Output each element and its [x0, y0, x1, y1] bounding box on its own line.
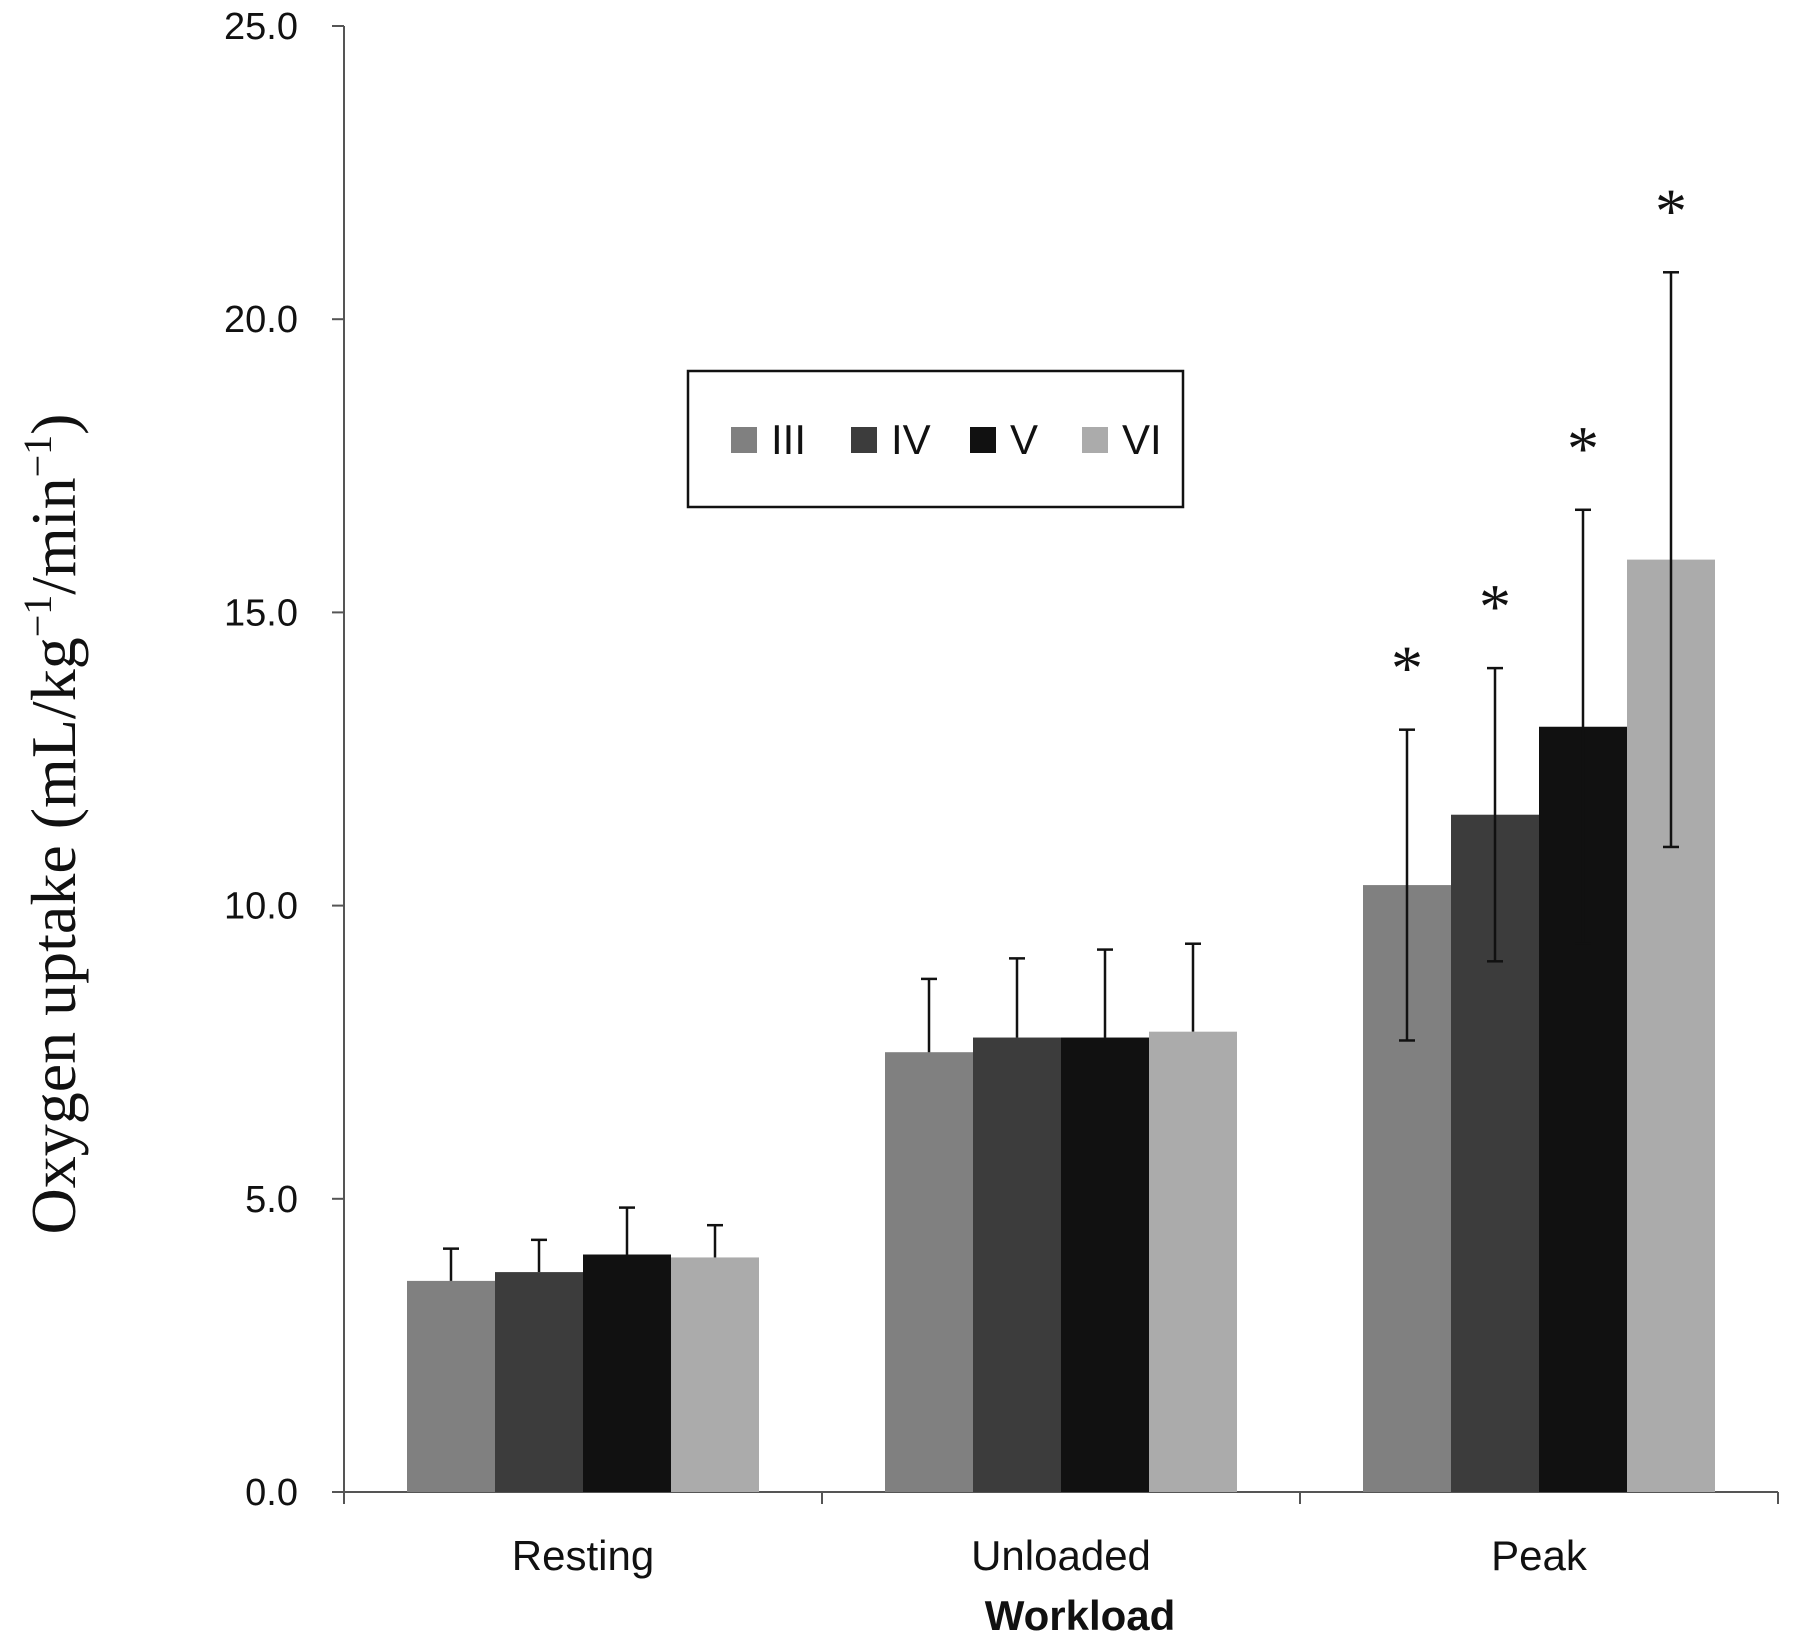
- legend-label: V: [1010, 416, 1038, 463]
- y-tick-label: 0.0: [245, 1472, 298, 1514]
- legend-swatch: [851, 427, 877, 453]
- legend-label: III: [771, 416, 806, 463]
- bar: [1061, 1037, 1149, 1492]
- y-axis-title-main: Oxygen uptake (mL/kg: [18, 637, 89, 1234]
- x-axis: Resting Unloaded Peak: [343, 1491, 1779, 1579]
- x-category-label: Peak: [1491, 1532, 1588, 1579]
- y-axis-title-sup2: −1: [15, 435, 60, 478]
- bar: [495, 1272, 583, 1492]
- x-category-label: Resting: [512, 1532, 654, 1579]
- y-tick-label: 5.0: [245, 1179, 298, 1221]
- bars: [407, 559, 1715, 1492]
- legend: III IV V VI: [686, 369, 1185, 509]
- significance-star: *: [1655, 175, 1687, 246]
- bar: [407, 1280, 495, 1492]
- y-axis-title: Oxygen uptake (mL/kg−1/min−1): [15, 414, 89, 1235]
- significance-star: *: [1479, 571, 1511, 642]
- legend-label: IV: [891, 416, 931, 463]
- y-axis: 0.0 5.0 10.0 15.0 20.0 25.0: [224, 6, 345, 1514]
- legend-label: VI: [1122, 416, 1162, 463]
- legend-swatch: [1082, 427, 1108, 453]
- y-axis-title-mid: /min: [18, 477, 89, 594]
- bar: [671, 1257, 759, 1492]
- significance-markers: * * * *: [1391, 175, 1687, 703]
- y-axis-title-end: ): [18, 414, 89, 435]
- error-bars: [443, 271, 1679, 1281]
- legend-swatch: [731, 427, 757, 453]
- y-tick-label: 15.0: [224, 592, 298, 634]
- y-tick-label: 20.0: [224, 299, 298, 341]
- y-tick-label: 25.0: [224, 6, 298, 48]
- significance-star: *: [1391, 633, 1423, 704]
- bar: [583, 1254, 671, 1492]
- bar: [1149, 1031, 1237, 1492]
- bar: [973, 1037, 1061, 1492]
- x-axis-title: Workload: [985, 1592, 1176, 1639]
- bar: [885, 1052, 973, 1492]
- legend-box: [686, 369, 1185, 509]
- x-category-label: Unloaded: [971, 1532, 1151, 1579]
- legend-swatch: [970, 427, 996, 453]
- significance-star: *: [1567, 413, 1599, 484]
- y-axis-title-sup1: −1: [15, 595, 60, 638]
- y-tick-label: 10.0: [224, 886, 298, 928]
